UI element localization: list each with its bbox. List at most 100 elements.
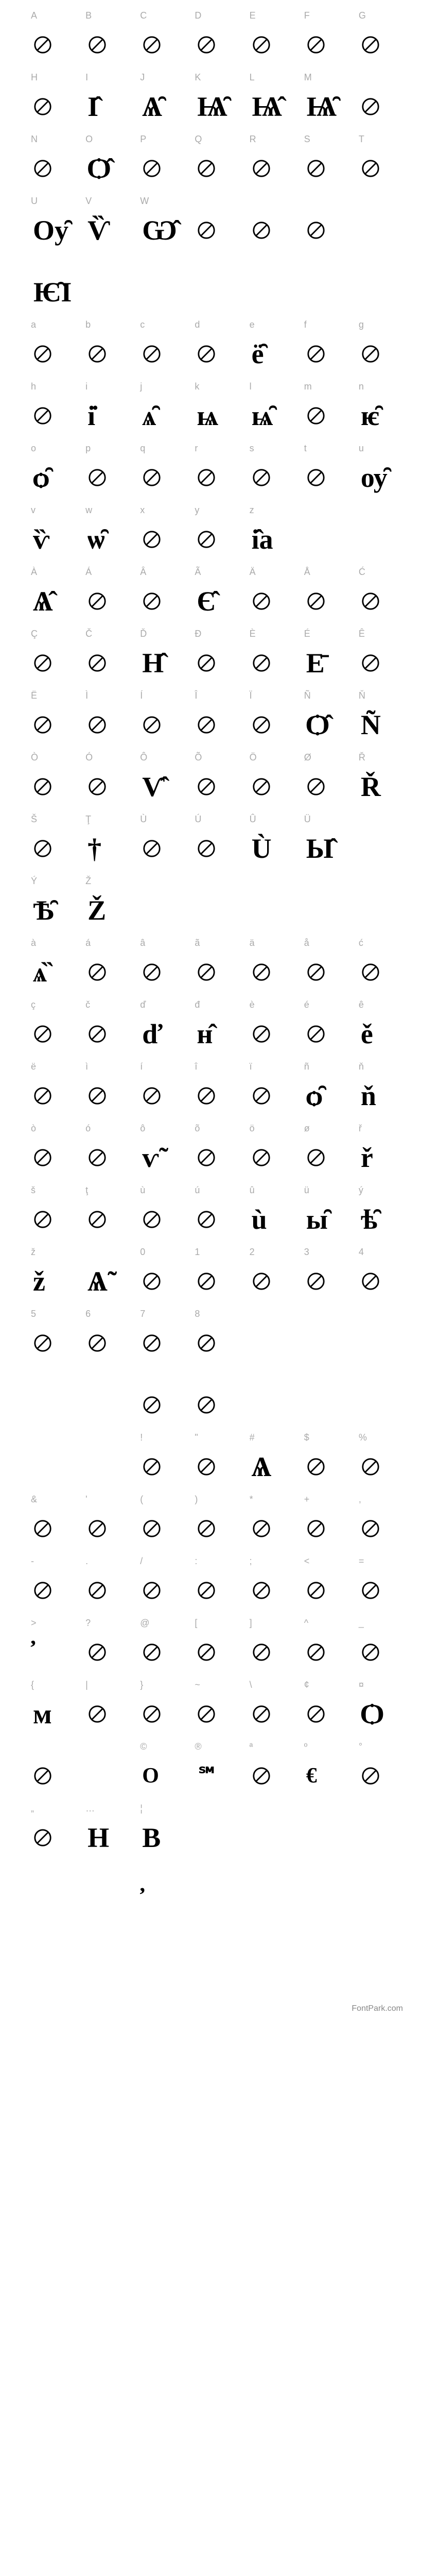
glyph-cell: R xyxy=(250,134,299,191)
no-glyph-icon xyxy=(197,1210,216,1229)
no-glyph-icon xyxy=(142,344,162,364)
glyph-box xyxy=(31,1013,80,1055)
glyph-cell: zі̂а xyxy=(250,505,299,562)
glyph-label: È xyxy=(250,629,256,639)
glyph-cell: Ä xyxy=(250,567,299,623)
no-glyph-icon xyxy=(33,839,52,858)
glyph-box xyxy=(195,24,244,65)
no-glyph-icon xyxy=(252,35,271,55)
glyph-label: è xyxy=(250,999,255,1010)
no-glyph-icon xyxy=(142,1395,162,1415)
glyph-label: º xyxy=(304,1741,308,1752)
no-glyph-icon xyxy=(33,1766,52,1786)
glyph-box xyxy=(304,333,354,375)
glyph-box: Ѻ̂ xyxy=(304,704,354,745)
glyph-char: Ѷ xyxy=(87,216,110,244)
glyph-label: q xyxy=(140,443,146,454)
no-glyph-icon xyxy=(361,1581,380,1600)
glyph-label: . xyxy=(85,1556,89,1567)
glyph-char: ѥ̑ xyxy=(361,402,379,430)
glyph-box xyxy=(250,1570,299,1611)
glyph-cell: Ó xyxy=(85,752,135,809)
glyph-box xyxy=(85,766,135,807)
glyph-box xyxy=(250,1508,299,1549)
glyph-cell: · xyxy=(304,1370,354,1427)
glyph-cell: 2 xyxy=(250,1247,299,1303)
glyph-char: ѡ̑ xyxy=(87,526,104,553)
glyph-label: á xyxy=(85,938,91,948)
glyph-char: ѣ̑ xyxy=(361,1206,377,1233)
glyph-label: ţ xyxy=(85,1185,89,1196)
glyph-box: Н xyxy=(85,1817,135,1858)
no-glyph-icon xyxy=(197,1086,216,1106)
glyph-box xyxy=(140,1323,189,1364)
glyph-cell: Ê xyxy=(359,629,408,685)
glyph-box xyxy=(31,1323,80,1364)
glyph-cell: LѨ̂ xyxy=(250,72,299,129)
no-glyph-icon xyxy=(142,35,162,55)
glyph-box xyxy=(195,1693,244,1735)
glyph-cell: t xyxy=(304,443,354,500)
no-glyph-icon xyxy=(361,1642,380,1662)
glyph-cell: ÝѢ̑ xyxy=(31,876,80,933)
glyph-cell: ï xyxy=(250,1061,299,1118)
glyph-box xyxy=(85,1323,135,1364)
glyph-cell: řř xyxy=(359,1123,408,1180)
no-glyph-icon xyxy=(197,1642,216,1662)
glyph-cell: ňň xyxy=(359,1061,408,1118)
glyph-cell: B xyxy=(85,10,135,67)
no-glyph-icon xyxy=(197,159,216,178)
glyph-box: Ѩ̑ xyxy=(195,86,244,127)
glyph-cell: · xyxy=(195,876,244,933)
no-glyph-icon xyxy=(306,221,326,240)
glyph-char: ѩ̑ xyxy=(252,402,273,430)
glyph-box xyxy=(250,1261,299,1302)
glyph-box xyxy=(195,519,244,560)
glyph-char: Ѧ xyxy=(252,1453,272,1481)
glyph-cell: ? xyxy=(85,1618,135,1674)
glyph-label: Ò xyxy=(31,752,39,763)
no-glyph-icon xyxy=(33,777,52,796)
glyph-cell: · xyxy=(250,876,299,933)
glyph-label: F xyxy=(304,10,310,21)
glyph-box: Ѻ xyxy=(359,1693,408,1735)
glyph-label: ( xyxy=(140,1494,144,1505)
glyph-cell: ~ xyxy=(195,1680,244,1736)
glyph-cell: ( xyxy=(140,1494,189,1551)
no-glyph-icon xyxy=(306,344,326,364)
glyph-label: ř xyxy=(359,1123,362,1134)
glyph-box xyxy=(250,1137,299,1178)
glyph-box xyxy=(359,1755,408,1797)
glyph-char: ž xyxy=(33,1267,45,1295)
glyph-label: + xyxy=(304,1494,310,1505)
no-glyph-icon xyxy=(361,653,380,673)
glyph-cell: Î xyxy=(195,690,244,747)
glyph-label: ã xyxy=(195,938,200,948)
glyph-box xyxy=(85,24,135,65)
glyph-char: Ѩ̑ xyxy=(306,93,337,121)
glyph-label: K xyxy=(195,72,201,83)
glyph-box xyxy=(304,1693,354,1735)
no-glyph-icon xyxy=(306,1581,326,1600)
no-glyph-icon xyxy=(87,1704,107,1724)
glyph-label: 0 xyxy=(140,1247,146,1258)
glyph-label: t xyxy=(304,443,307,454)
glyph-cell: $ xyxy=(304,1432,354,1489)
glyph-cell: % xyxy=(359,1432,408,1489)
glyph-label: Č xyxy=(85,629,93,639)
no-glyph-icon xyxy=(252,1766,271,1786)
glyph-box: ѥ̑ xyxy=(359,395,408,436)
no-glyph-icon xyxy=(252,1704,271,1724)
glyph-label: ć xyxy=(359,938,364,948)
glyph-label: 4 xyxy=(359,1247,364,1258)
glyph-cell: ÔѴ̂ xyxy=(140,752,189,809)
glyph-label: ] xyxy=(250,1618,253,1629)
glyph-label: , xyxy=(359,1494,362,1505)
glyph-box: ď xyxy=(140,1013,189,1055)
glyph-box xyxy=(304,1508,354,1549)
glyph-box: ѧ̑ xyxy=(140,395,189,436)
glyph-char: † xyxy=(87,835,101,862)
glyph-box: ѡ̑ xyxy=(85,519,135,560)
glyph-box: ѵ̃ xyxy=(140,1137,189,1178)
glyph-char: ѩ xyxy=(197,402,218,430)
